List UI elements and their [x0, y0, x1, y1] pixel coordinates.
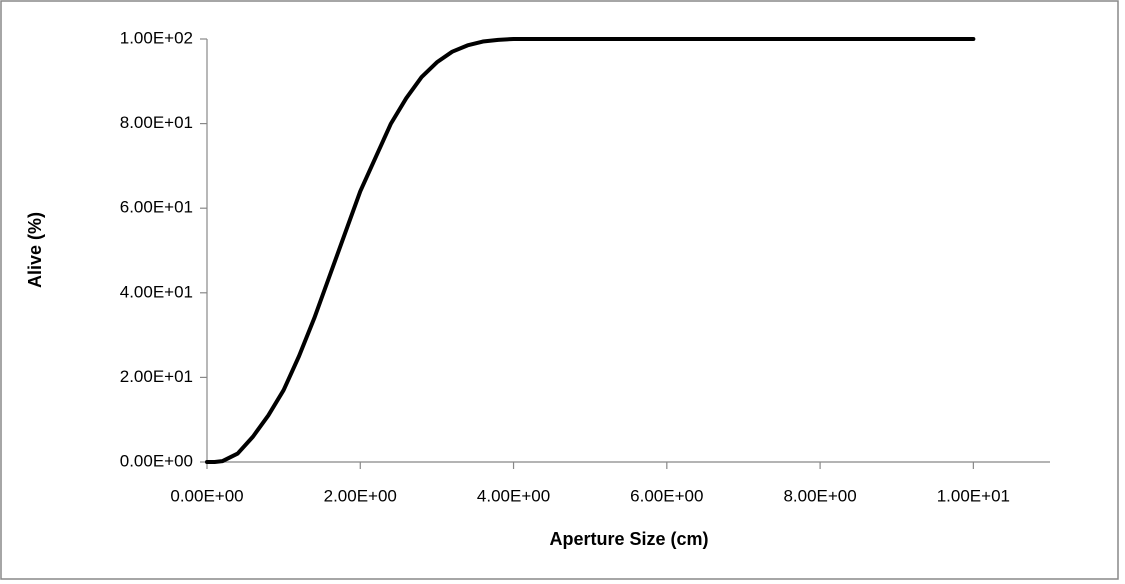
x-tick-label: 2.00E+00 [324, 486, 397, 505]
x-axis-title: Aperture Size (cm) [549, 529, 708, 549]
y-axis-title: Alive (%) [25, 212, 45, 288]
x-tick-label: 0.00E+00 [170, 486, 243, 505]
x-tick-label: 1.00E+01 [937, 486, 1010, 505]
x-tick-label: 8.00E+00 [783, 486, 856, 505]
x-tick-label: 6.00E+00 [630, 486, 703, 505]
y-tick-label: 4.00E+01 [120, 282, 193, 301]
y-tick-label: 1.00E+02 [120, 28, 193, 47]
y-tick-label: 8.00E+01 [120, 113, 193, 132]
y-tick-label: 6.00E+01 [120, 198, 193, 217]
y-tick-label: 2.00E+01 [120, 367, 193, 386]
x-tick-label: 4.00E+00 [477, 486, 550, 505]
y-tick-label: 0.00E+00 [120, 451, 193, 470]
data-line [205, 37, 976, 464]
